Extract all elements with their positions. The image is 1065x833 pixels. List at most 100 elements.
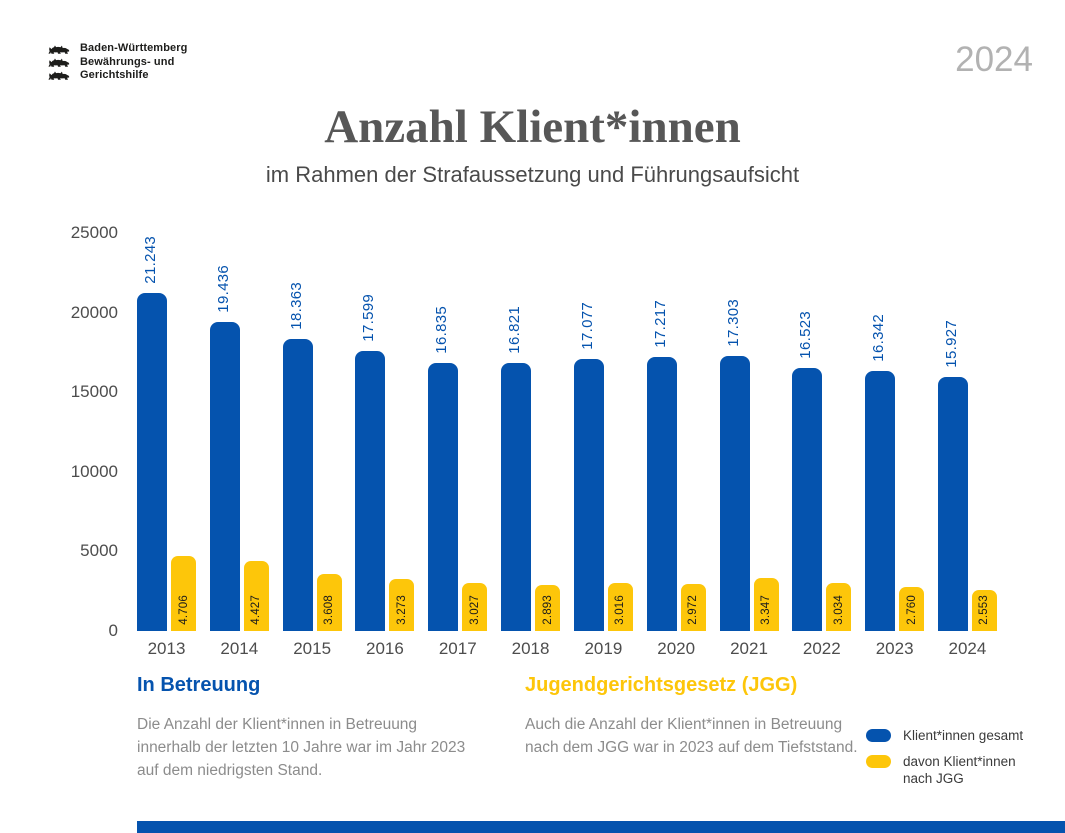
bar-value-label-total: 16.835 [433,306,451,354]
bar-total [137,293,167,631]
bar-jgg: 3.347 [753,578,779,631]
bar-total [501,363,532,631]
bar-group: 18.363 3.608 [282,233,342,631]
y-tick-label: 20000 [70,302,118,322]
bar-value-label-total: 16.342 [870,314,888,362]
bar-value-label-jgg: 3.027 [468,595,481,625]
logo-text: Baden-Württemberg Bewährungs- und Gerich… [80,42,187,83]
logo-line: Baden-Württemberg [80,42,188,54]
x-tick-label: 2014 [220,639,259,658]
bar-value-label-jgg: 3.347 [760,595,772,625]
bar-total [428,363,459,631]
legend-label: Klient*innen gesamt [903,728,1024,743]
note-text: Die Anzahl der Klient*innen in Betreuung… [137,716,466,779]
bar-value-label-total: 17.077 [578,302,596,350]
bar-jgg: 4.706 [171,556,196,631]
bar-jgg: 4.427 [243,561,269,631]
bar-jgg: 3.034 [826,583,852,631]
note-heading-blue: In Betreuung [137,674,261,696]
x-tick-label: 2024 [948,639,987,658]
bar-jgg: 2.893 [535,585,561,631]
bar-jgg: 2.760 [899,587,925,631]
bar-group: 16.523 3.034 [792,233,852,631]
bar-total [209,322,240,631]
x-tick-label: 2019 [584,639,623,658]
logo-line: Gerichtshilfe [80,69,149,81]
bar-jgg: 3.608 [316,574,342,631]
x-tick-label: 2017 [438,639,477,658]
bar-value-label-jgg: 3.016 [614,595,627,625]
plot-area: 21.243 4.706 19.436 4.427 18.363 3.608 17.599 3… [137,233,997,631]
bottom-accent-bar [137,821,1065,833]
bar-jgg: 2.972 [680,584,706,631]
y-tick-label: 5000 [80,541,118,561]
bar-jgg: 3.273 [389,579,415,631]
bar-value-label-jgg: 4.706 [177,595,190,625]
bar-total [355,351,386,631]
chart-legend: Klient*innen gesamt davon Klient*innen n… [866,727,1033,787]
bar-group: 19.436 4.427 [209,233,269,631]
note-heading-yellow: Jugendgerichtsgesetz (JGG) [525,674,798,696]
x-tick-label: 2020 [657,639,696,658]
bar-total [719,356,750,631]
bar-value-label-jgg: 2.972 [687,595,700,625]
legend-item-gesamt: Klient*innen gesamt [866,727,1033,744]
bar-group: 17.077 3.016 [573,233,633,631]
bar-group: 17.303 3.347 [719,233,779,631]
y-tick-label: 10000 [70,461,118,481]
bar-value-label-total: 17.599 [360,294,378,342]
bw-lions-icon [47,44,71,81]
x-tick-label: 2015 [293,639,332,658]
note-text: Auch die Anzahl der Klient*innen in Betr… [525,716,858,756]
bar-total [937,377,968,631]
bar-value-label-total: 16.821 [506,306,524,354]
bar-jgg: 2.553 [971,590,997,631]
legend-swatch-blue [866,729,891,742]
bar-value-label-total: 21.243 [142,236,159,284]
page-subtitle: im Rahmen der Strafaussetzung und Führun… [265,162,800,187]
bw-logo: Baden-Württemberg Bewährungs- und Gerich… [47,42,187,83]
bar-total [646,357,677,631]
legend-label: davon Klient*innen nach JGG [903,754,1016,786]
bar-value-label-jgg: 2.893 [541,595,554,625]
note-in-betreuung: In Betreuung Die Anzahl der Klient*innen… [137,674,467,782]
bar-value-label-total: 18.363 [287,282,305,330]
bar-group: 15.927 2.553 [937,233,997,631]
bar-group: 17.217 2.972 [646,233,706,631]
bar-group: 16.342 2.760 [865,233,925,631]
bar-jgg: 3.016 [607,583,633,631]
bar-value-label-jgg: 3.608 [323,595,336,625]
bar-total [573,359,604,631]
x-tick-label: 2022 [802,639,841,658]
bar-total [792,368,823,631]
y-tick-label: 0 [108,621,118,640]
bar-value-label-jgg: 3.034 [832,595,845,625]
bar-value-label-total: 17.217 [651,300,669,348]
bar-value-label-total: 15.927 [942,320,960,368]
bar-group: 21.243 4.706 [137,233,196,631]
x-tick-label: 2016 [366,639,404,658]
x-tick-label: 2013 [147,639,186,658]
x-axis: 2013 2014 2015 2016 2017 2018 2019 2020 2021 2022… [137,639,997,659]
bar-value-label-total: 16.523 [797,311,815,359]
bar-group: 16.835 3.027 [428,233,488,631]
bar-value-label-jgg: 2.553 [978,595,991,625]
x-tick-label: 2023 [875,639,914,658]
y-tick-label: 15000 [70,382,118,402]
note-jgg: Jugendgerichtsgesetz (JGG) Auch die Anza… [525,674,870,759]
legend-item-jgg: davon Klient*innen nach JGG [866,753,1033,787]
bar-jgg: 3.027 [462,583,488,631]
bar-group: 16.821 2.893 [501,233,561,631]
year-badge: 2024 [955,40,1033,79]
x-tick-label: 2021 [730,639,768,658]
logo-line: Bewährungs- und [80,55,175,68]
bar-value-label-jgg: 3.273 [395,595,408,625]
bar-total [865,371,896,631]
bar-group: 17.599 3.273 [355,233,415,631]
bar-value-label-total: 17.303 [724,299,742,347]
bar-value-label-jgg: 2.760 [905,595,918,625]
bar-total [282,339,313,631]
y-tick-label: 25000 [70,223,118,242]
bar-value-label-jgg: 4.427 [250,595,263,625]
